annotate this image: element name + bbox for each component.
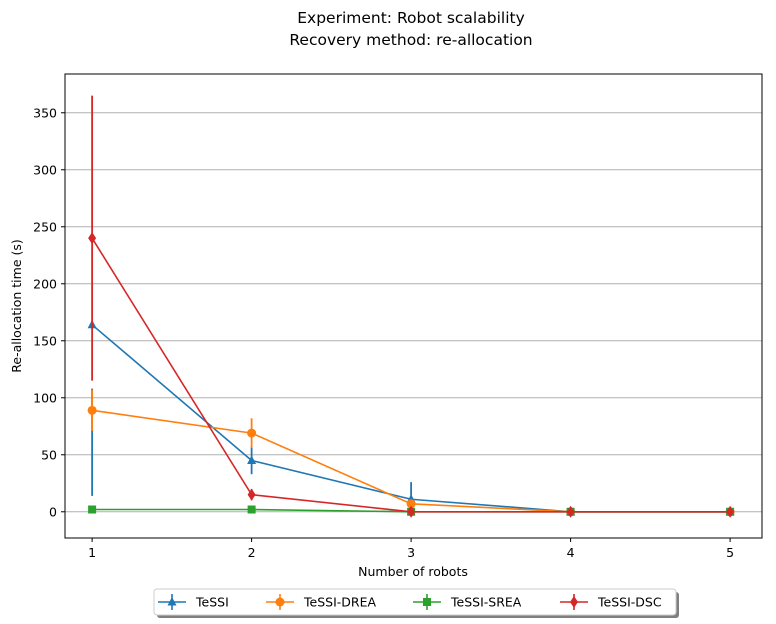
- legend-label: TeSSI-DSC: [597, 595, 662, 610]
- y-tick-label: 350: [33, 105, 57, 120]
- data-point: [88, 505, 97, 514]
- data-point: [87, 405, 97, 415]
- x-tick-label: 3: [407, 545, 415, 560]
- legend-marker: [167, 597, 177, 606]
- data-point: [247, 505, 256, 514]
- legend-marker: [423, 598, 431, 606]
- x-tick-label: 5: [726, 545, 734, 560]
- y-tick-label: 250: [33, 219, 57, 234]
- data-point: [726, 505, 735, 518]
- y-tick-label: 100: [33, 390, 57, 405]
- legend-label: TeSSI-SREA: [450, 595, 522, 610]
- chart-subtitle: Recovery method: re-allocation: [289, 31, 532, 49]
- legend-item: TeSSI: [158, 594, 229, 610]
- data-point: [247, 455, 257, 464]
- legend-item: TeSSI-DSC: [560, 594, 662, 610]
- legend-label: TeSSI-DREA: [303, 595, 376, 610]
- x-tick-label: 2: [248, 545, 256, 560]
- plot-frame: [64, 73, 763, 539]
- legend-item: TeSSI-SREA: [413, 594, 522, 610]
- x-tick-label: 4: [567, 545, 575, 560]
- legend-item: TeSSI-DREA: [266, 594, 376, 610]
- legend-marker: [570, 596, 578, 608]
- legend-label: TeSSI: [195, 595, 229, 610]
- series-line: [91, 237, 731, 513]
- series-layer: [87, 95, 735, 518]
- y-tick-label: 50: [41, 447, 57, 462]
- series-tessi-dsc: [88, 95, 735, 518]
- series-tessi: [87, 319, 735, 516]
- data-point: [406, 499, 416, 509]
- axis-ticks: 0 50 100 150 200 250 300 350 1 2 3 4 5: [33, 105, 734, 560]
- chart-title: Experiment: Robot scalability: [297, 9, 525, 27]
- legend-items: TeSSI TeSSI-DREA TeSSI-SREA TeSSI-DSC: [158, 594, 662, 610]
- y-tick-label: 200: [33, 276, 57, 291]
- y-tick-label: 300: [33, 162, 57, 177]
- x-tick-label: 1: [88, 545, 96, 560]
- data-point: [566, 505, 575, 518]
- data-point: [247, 428, 257, 438]
- legend: TeSSI TeSSI-DREA TeSSI-SREA TeSSI-DSC: [153, 588, 679, 618]
- data-point: [407, 505, 416, 518]
- y-gridlines: [65, 112, 762, 513]
- data-point: [88, 232, 97, 245]
- y-tick-label: 150: [33, 333, 57, 348]
- x-axis-label: Number of robots: [358, 564, 468, 579]
- y-axis-label: Re-allocation time (s): [9, 239, 24, 373]
- y-tick-label: 0: [49, 504, 57, 519]
- data-point: [247, 488, 256, 501]
- legend-marker: [275, 597, 285, 607]
